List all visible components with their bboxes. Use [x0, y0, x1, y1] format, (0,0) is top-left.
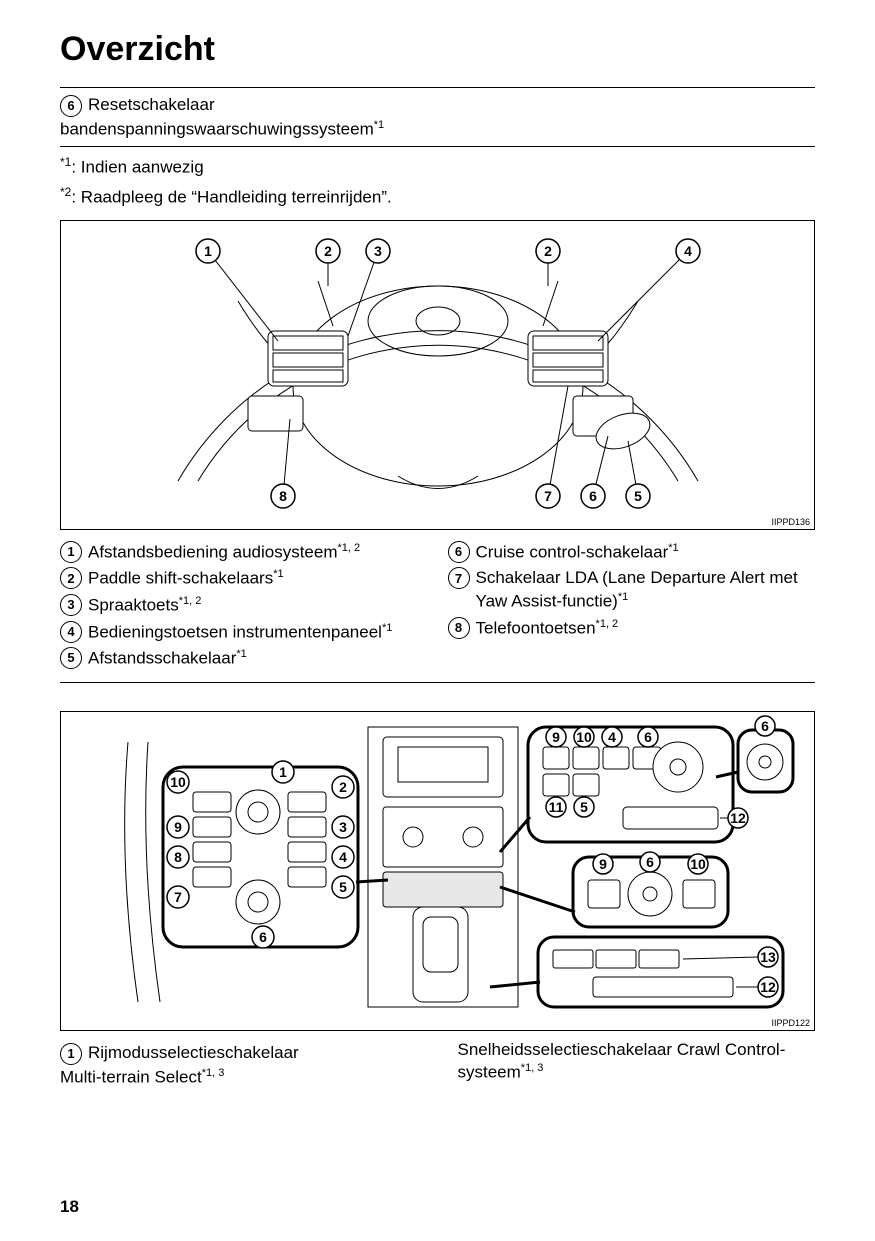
svg-text:10: 10: [690, 856, 706, 872]
callout-text: Cruise control-schakelaar*1: [476, 541, 816, 565]
callout-text: Schakelaar LDA (Lane Departure Alert met…: [476, 567, 816, 614]
svg-text:11: 11: [548, 799, 563, 815]
fig1-label-6: 6: [581, 484, 605, 508]
callout-number-6: 6: [60, 95, 82, 117]
figure2-legend: 1 Rijmodusselectieschakelaar Multi-terra…: [60, 1039, 815, 1090]
svg-text:9: 9: [552, 729, 560, 745]
svg-text:7: 7: [174, 889, 182, 905]
footnote-2: *2: Raadpleeg de “Handleiding terreinrij…: [60, 185, 815, 208]
fig1-label-5: 5: [626, 484, 650, 508]
svg-text:4: 4: [684, 243, 692, 259]
legend1-item-8: 8 Telefoontoetsen*1, 2: [448, 617, 816, 641]
legend1-item-7: 7 Schakelaar LDA (Lane Departure Alert m…: [448, 567, 816, 614]
top-item-sup: *1: [374, 119, 384, 131]
callout-number: 2: [60, 567, 82, 589]
svg-text:2: 2: [324, 243, 332, 259]
callout-text: Bedieningstoetsen instrumentenpaneel*1: [88, 621, 428, 645]
svg-text:10: 10: [170, 774, 186, 790]
svg-text:6: 6: [644, 729, 652, 745]
svg-text:8: 8: [174, 849, 182, 865]
top-item-continuation: bandenspanningswaarschuwingssysteem*1: [60, 118, 815, 142]
svg-text:5: 5: [580, 799, 588, 815]
svg-text:3: 3: [374, 243, 382, 259]
top-item-cont-text: bandenspanningswaarschuwingssysteem: [60, 120, 374, 139]
svg-text:6: 6: [761, 718, 769, 734]
legend1-item-3: 3 Spraaktoets*1, 2: [60, 594, 428, 618]
callout-text: Rijmodusselectieschakelaar: [88, 1042, 299, 1065]
svg-text:1: 1: [279, 764, 287, 780]
callout-number: 7: [448, 567, 470, 589]
svg-text:2: 2: [339, 779, 347, 795]
callout-number: 8: [448, 617, 470, 639]
figure-steering-wheel: 1 2 3 2 4 8 7 6 5 IIPPD136: [60, 220, 815, 530]
callout-text: Afstandsschakelaar*1: [88, 647, 428, 671]
svg-text:5: 5: [339, 879, 347, 895]
svg-text:2: 2: [544, 243, 552, 259]
svg-text:1: 1: [204, 243, 212, 259]
legend1-item-1: 1 Afstandsbediening audiosysteem*1, 2: [60, 541, 428, 565]
divider: [60, 146, 815, 147]
callout-text: Afstandsbediening audiosysteem*1, 2: [88, 541, 428, 565]
legend2-item-1: 1 Rijmodusselectieschakelaar: [60, 1042, 418, 1065]
callout-text: Spraaktoets*1, 2: [88, 594, 428, 618]
footnote-2-text: : Raadpleeg de “Handleiding terreinrijde…: [71, 188, 391, 207]
callout-number: 1: [60, 1043, 82, 1065]
callout-text: Telefoontoetsen*1, 2: [476, 617, 816, 641]
svg-text:6: 6: [259, 929, 267, 945]
footnote-1: *1: Indien aanwezig: [60, 155, 815, 178]
svg-text:6: 6: [589, 488, 597, 504]
figure2-id: IIPPD122: [771, 1018, 810, 1028]
footnote-1-mark: *1: [60, 155, 71, 169]
svg-text:7: 7: [544, 488, 552, 504]
divider: [60, 87, 815, 88]
page-number: 18: [60, 1197, 79, 1217]
figure-center-console: 10 9 8 7 1 2 3 4 5 6 9 10 4 6 11 5 12 6: [60, 711, 815, 1031]
footnote-1-text: : Indien aanwezig: [71, 157, 203, 176]
svg-text:6: 6: [646, 854, 654, 870]
fig1-label-4: 4: [676, 239, 700, 263]
callout-number: 3: [60, 594, 82, 616]
legend1-item-4: 4 Bedieningstoetsen instrumentenpaneel*1: [60, 621, 428, 645]
legend1-item-6: 6 Cruise control-schakelaar*1: [448, 541, 816, 565]
svg-text:3: 3: [339, 819, 347, 835]
fig1-label-7: 7: [536, 484, 560, 508]
callout-number: 1: [60, 541, 82, 563]
legend2-right-text: Snelheidsselectieschakelaar Crawl Contro…: [458, 1039, 816, 1084]
callout-number: 6: [448, 541, 470, 563]
legend1-item-2: 2 Paddle shift-schakelaars*1: [60, 567, 428, 591]
figure1-legend: 1 Afstandsbediening audiosysteem*1, 2 2 …: [60, 538, 815, 674]
top-item-row: 6 Resetschakelaar: [60, 94, 815, 117]
fig1-label-8: 8: [271, 484, 295, 508]
svg-text:5: 5: [634, 488, 642, 504]
divider: [60, 682, 815, 683]
fig1-label-2b: 2: [536, 239, 560, 263]
legend2-item-1-cont: Multi-terrain Select*1, 3: [60, 1066, 418, 1090]
svg-text:12: 12: [760, 979, 776, 995]
svg-text:12: 12: [730, 810, 746, 826]
callout-number: 4: [60, 621, 82, 643]
svg-text:8: 8: [279, 488, 287, 504]
legend1-item-5: 5 Afstandsschakelaar*1: [60, 647, 428, 671]
svg-text:4: 4: [339, 849, 347, 865]
svg-text:9: 9: [599, 856, 607, 872]
fig1-label-2a: 2: [316, 239, 340, 263]
top-item-text: Resetschakelaar: [88, 94, 215, 117]
callout-text: Paddle shift-schakelaars*1: [88, 567, 428, 591]
figure1-id: IIPPD136: [771, 517, 810, 527]
fig1-label-1: 1: [196, 239, 220, 263]
svg-text:10: 10: [576, 729, 592, 745]
svg-text:4: 4: [608, 729, 616, 745]
callout-number: 5: [60, 647, 82, 669]
svg-text:13: 13: [760, 949, 776, 965]
svg-text:9: 9: [174, 819, 182, 835]
footnote-2-mark: *2: [60, 185, 71, 199]
page-title: Overzicht: [60, 30, 815, 69]
fig1-label-3: 3: [366, 239, 390, 263]
